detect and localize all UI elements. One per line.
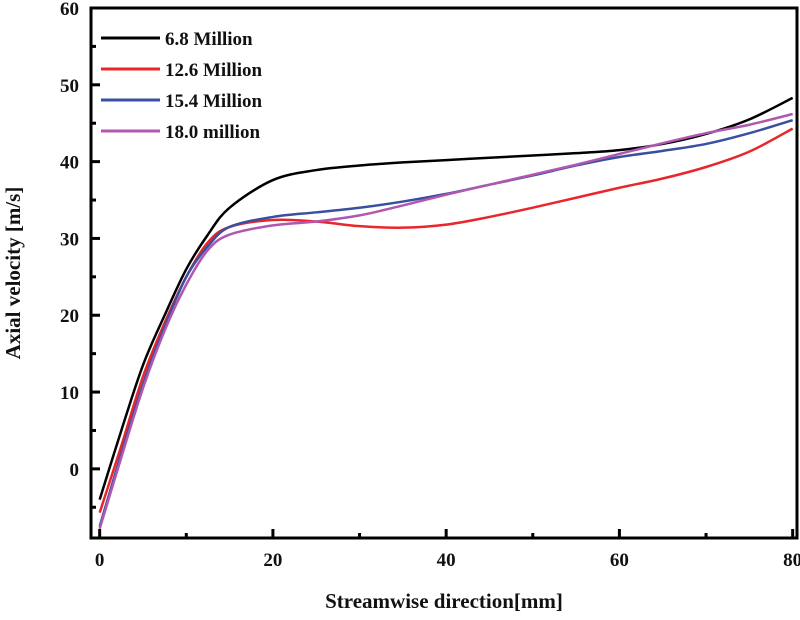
y-tick-label: 20 [60,306,79,327]
y-tick-label: 50 [60,76,79,97]
x-axis-label: Streamwise direction[mm] [325,589,563,613]
legend-label: 12.6 Million [165,60,263,81]
legend-label: 6.8 Million [165,29,253,50]
axis-ticks: 0 20 40 60 80 0 10 20 30 40 50 60 [60,0,800,571]
series-line-1 [98,127,794,514]
legend-label: 15.4 Million [165,91,263,112]
y-tick-label: 10 [60,383,79,404]
x-tick-label: 20 [263,550,282,571]
series-lines [98,96,794,530]
y-tick-label: 30 [60,229,79,250]
y-tick-label: 40 [60,153,79,174]
x-tick-label: 0 [95,550,105,571]
series-line-0 [98,96,794,500]
legend: 6.8 Million 12.6 Million 15.4 Million 18.0 … [101,29,263,143]
y-tick-label: 60 [60,0,79,20]
x-tick-label: 80 [783,550,800,571]
x-tick-label: 40 [437,550,456,571]
y-tick-label: 0 [70,460,80,481]
plot-frame [89,6,799,540]
series-line-3 [98,112,793,530]
x-tick-label: 60 [610,550,629,571]
legend-label: 18.0 million [165,122,260,143]
series-line-2 [98,118,794,527]
y-axis-label: Axial velocity [m/s] [1,187,25,360]
